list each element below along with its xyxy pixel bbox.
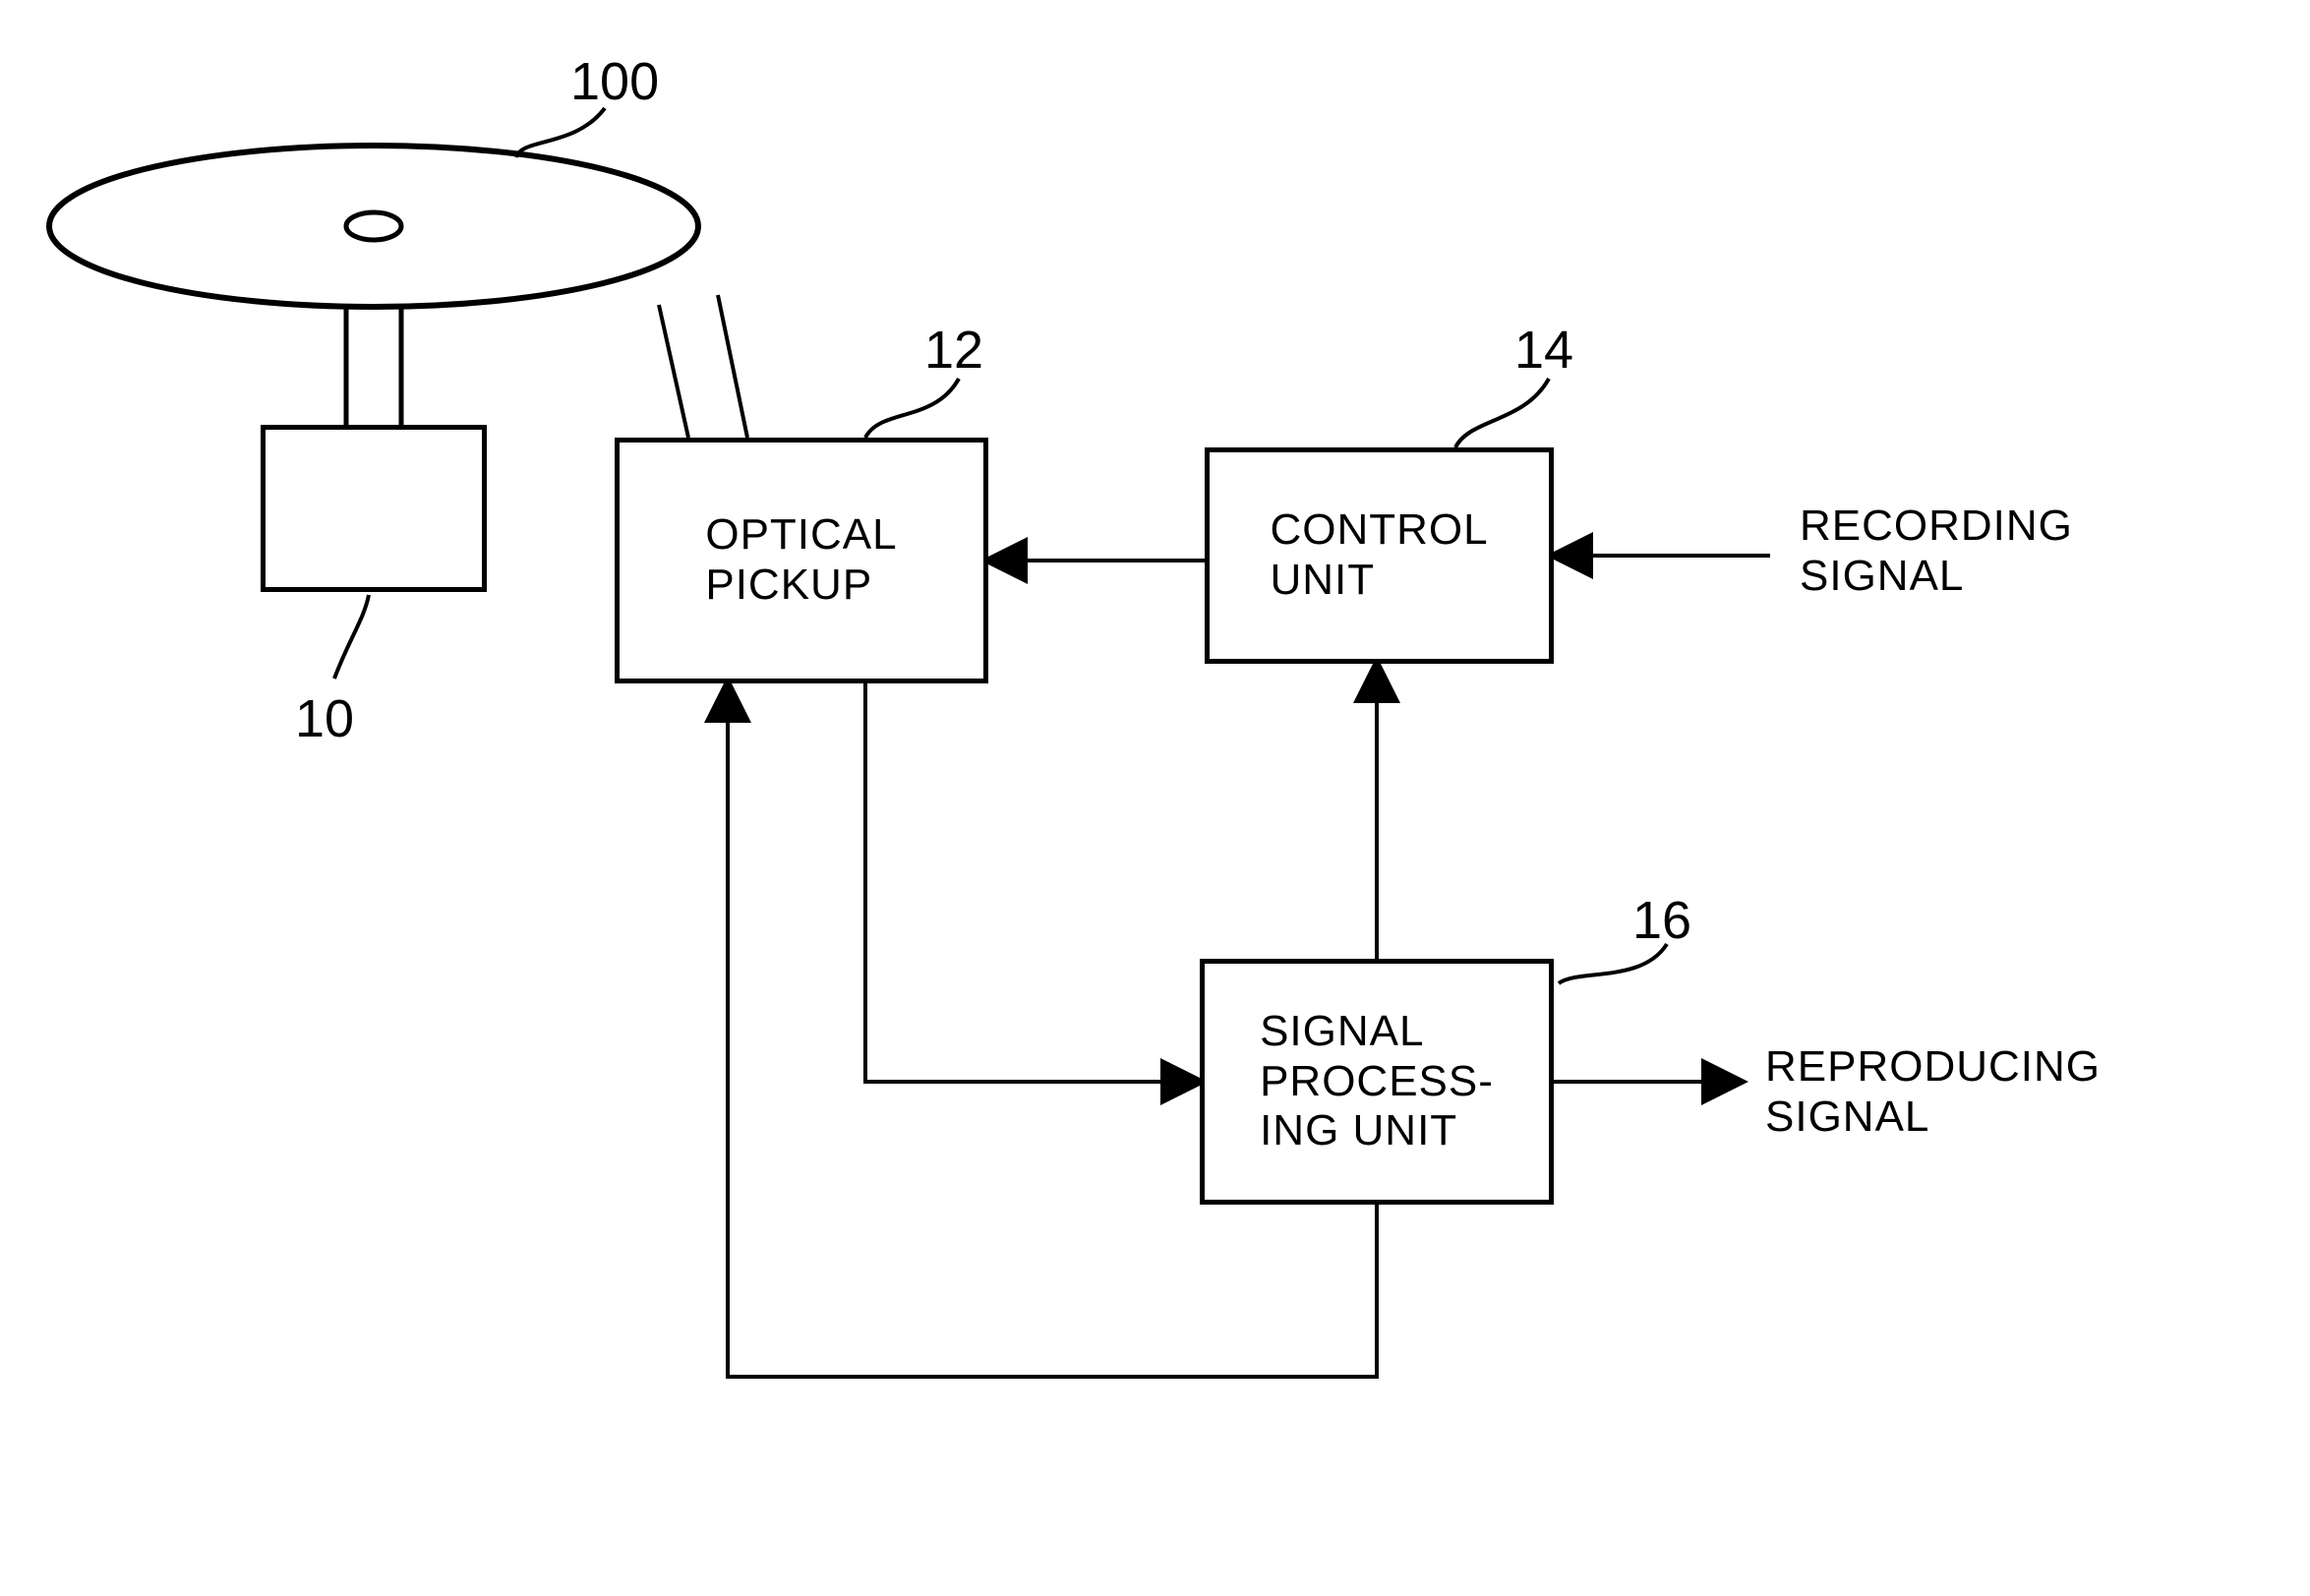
- motor-box: [261, 425, 487, 592]
- optical-pickup-label: OPTICAL PICKUP: [705, 510, 897, 610]
- reproducing-signal-label: REPRODUCING SIGNAL: [1765, 1042, 2101, 1142]
- recording-signal-label: RECORDING SIGNAL: [1800, 502, 2073, 601]
- svg-layer: [0, 0, 2310, 1596]
- signal-processing-box: SIGNAL PROCESS- ING UNIT: [1200, 959, 1554, 1205]
- ref-10: 10: [295, 688, 354, 749]
- signal-processing-label: SIGNAL PROCESS- ING UNIT: [1260, 1007, 1494, 1156]
- control-unit-box: CONTROL UNIT: [1205, 447, 1554, 664]
- ref-100: 100: [570, 51, 659, 112]
- ref-16: 16: [1632, 890, 1691, 951]
- leader-14: [1455, 379, 1549, 447]
- disc-shape: [49, 146, 698, 307]
- ref-14: 14: [1514, 320, 1573, 381]
- disc-hole: [346, 212, 401, 240]
- diagram-canvas: OPTICAL PICKUP CONTROL UNIT SIGNAL PROCE…: [0, 0, 2310, 1596]
- beam-left: [659, 305, 688, 438]
- edge-pickup-to-signal: [865, 683, 1200, 1082]
- optical-pickup-box: OPTICAL PICKUP: [615, 438, 988, 683]
- leader-10: [334, 595, 369, 679]
- leader-12: [865, 379, 959, 438]
- ref-12: 12: [924, 320, 983, 381]
- leader-100: [516, 108, 605, 157]
- control-unit-label: CONTROL UNIT: [1270, 505, 1488, 605]
- beam-right: [718, 295, 747, 438]
